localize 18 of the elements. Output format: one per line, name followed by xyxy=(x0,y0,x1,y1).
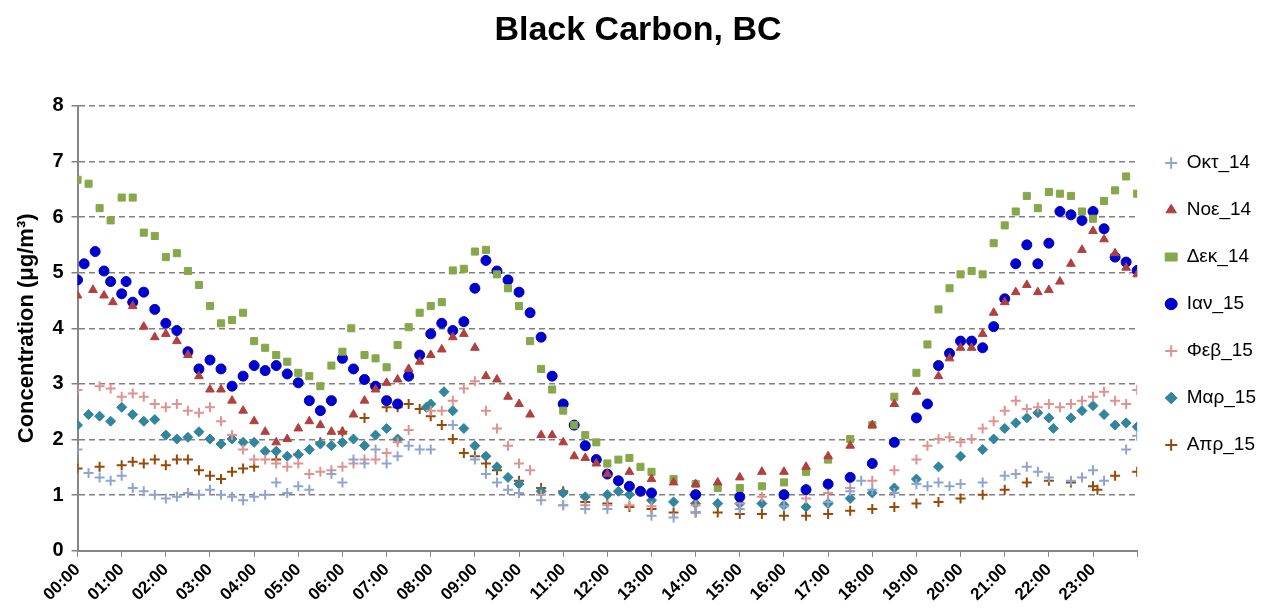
legend-label: Φεβ_15 xyxy=(1186,339,1253,362)
legend-label: Νοε_14 xyxy=(1186,198,1252,221)
legend-label: Ιαν_15 xyxy=(1186,292,1245,315)
y-tick-label: 6 xyxy=(52,204,64,227)
y-tick-label: 4 xyxy=(52,315,65,338)
chart-title: Black Carbon, BC xyxy=(494,8,782,47)
legend-label: Μαρ_15 xyxy=(1186,386,1257,409)
y-tick-label: 2 xyxy=(52,427,64,450)
y-tick-label: 7 xyxy=(52,148,64,171)
y-tick-label: 1 xyxy=(52,482,64,505)
y-tick-label: 8 xyxy=(52,93,64,116)
y-tick-label: 3 xyxy=(52,371,64,394)
y-axis-title: Concentration (μg/m³) xyxy=(13,213,39,444)
y-tick-label: 0 xyxy=(52,538,64,561)
legend-label: Οκτ_14 xyxy=(1186,151,1251,174)
legend-label: Απρ_15 xyxy=(1186,433,1255,456)
legend-label: Δεκ_14 xyxy=(1186,245,1250,268)
y-tick-label: 5 xyxy=(52,260,64,283)
